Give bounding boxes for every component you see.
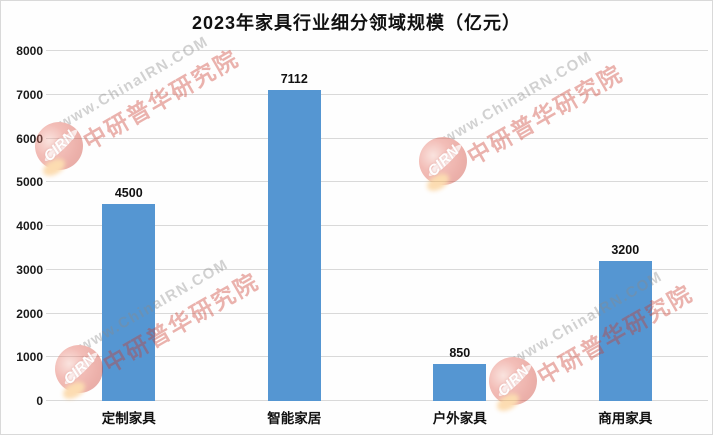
y-tick-label: 1000	[16, 350, 43, 365]
gridline	[46, 137, 708, 139]
bar-value-label: 3200	[611, 243, 640, 257]
y-axis: 0 1000 2000 3000 4000 5000 6000 7000 8000	[7, 44, 43, 408]
x-axis: 定制家具 智能家居 户外家具 商用家具	[46, 407, 708, 427]
y-tick-label: 2000	[16, 306, 43, 321]
bar-value-label: 850	[449, 345, 471, 360]
bar-group: 7112	[212, 51, 378, 401]
x-tick-label: 商用家具	[598, 411, 653, 426]
x-tick-label: 智能家居	[267, 411, 322, 426]
gridline	[46, 268, 708, 270]
plot-area: 4500 7112 850 3200	[46, 50, 708, 401]
bar	[267, 89, 321, 401]
gridline	[46, 225, 708, 226]
y-tick-label: 5000	[16, 175, 43, 190]
x-tick-label: 户外家具	[432, 411, 487, 426]
gridline	[46, 50, 708, 51]
gridline	[46, 356, 708, 358]
y-tick-label: 3000	[16, 262, 43, 277]
y-tick-label: 7000	[16, 87, 43, 102]
y-tick-label: 8000	[16, 44, 43, 58]
y-tick-label: 6000	[16, 131, 43, 146]
gridline	[46, 93, 708, 95]
bar-group: 850	[377, 51, 543, 401]
bars-row: 4500 7112 850 3200	[46, 51, 708, 401]
y-tick-label: 4000	[16, 219, 43, 233]
gridline	[46, 400, 708, 401]
y-tick-label: 0	[36, 394, 43, 408]
x-tick-label: 定制家具	[101, 411, 156, 426]
bar	[433, 363, 487, 401]
gridline	[46, 312, 708, 314]
bar	[102, 204, 156, 401]
bar-group: 4500	[46, 51, 212, 401]
bar	[598, 261, 652, 401]
bar-value-label: 4500	[114, 186, 143, 201]
bar-value-label: 7112	[280, 71, 308, 86]
bar-group: 3200	[543, 51, 709, 401]
chart-title: 2023年家具行业细分领域规模（亿元）	[191, 13, 522, 33]
gridline	[46, 181, 708, 183]
